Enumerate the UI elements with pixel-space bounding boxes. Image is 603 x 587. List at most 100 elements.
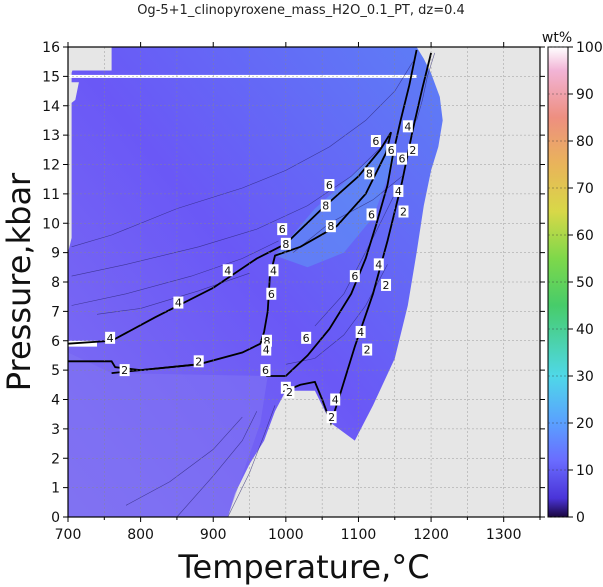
contour-label: 6 xyxy=(266,287,277,301)
contour-label-box xyxy=(364,167,375,180)
contour-label-text: 2 xyxy=(121,364,128,377)
x-tick-label: 1100 xyxy=(341,527,377,543)
y-tick-label: 9 xyxy=(51,246,60,262)
y-tick-label: 6 xyxy=(51,334,60,350)
thin-contour-8 xyxy=(314,193,396,327)
contour-label: 4 xyxy=(173,296,184,310)
contour-label-box xyxy=(330,393,341,406)
contour-label: 4 xyxy=(355,325,366,339)
contour-label: 2 xyxy=(398,205,409,219)
contour-label-box xyxy=(320,199,331,212)
x-tick-label: 1000 xyxy=(268,527,304,543)
contour-label-text: 8 xyxy=(263,335,270,348)
y-tick-label: 15 xyxy=(42,69,60,85)
contour-label: 8 xyxy=(280,237,291,251)
contour-label-text: 2 xyxy=(364,344,371,357)
contour-label: 2 xyxy=(362,343,373,357)
contour-label-text: 2 xyxy=(195,355,202,368)
contour-label-box xyxy=(324,179,335,192)
contour-label: 2 xyxy=(284,386,295,399)
contour-label-text: 2 xyxy=(286,386,293,399)
contour-label-text: 6 xyxy=(268,288,275,301)
colorbar-tick-label: 100 xyxy=(576,40,603,56)
contour-label-box xyxy=(325,220,336,233)
colorbar-tick-label: 30 xyxy=(576,369,594,385)
thick-contour-2 xyxy=(266,49,418,377)
contour-label-box xyxy=(105,331,116,344)
chart-title: Og-5+1_clinopyroxene_mass_H2O_0.1_PT, dz… xyxy=(137,3,465,18)
contour-label-box xyxy=(381,278,392,291)
y-tick-label: 16 xyxy=(42,40,60,56)
contour-label-box xyxy=(280,237,291,250)
y-tick-label: 14 xyxy=(42,99,60,115)
contour-label-text: 6 xyxy=(303,332,310,345)
colorbar-unit-label: wt% xyxy=(542,30,572,46)
contour-label-text: 4 xyxy=(107,332,114,345)
thick-contour-0 xyxy=(68,131,392,345)
contour-label: 4 xyxy=(261,343,272,357)
contour-label-box xyxy=(393,184,404,197)
contour-label-box xyxy=(370,135,381,147)
thin-contour-0 xyxy=(71,61,414,248)
contour-label-text: 4 xyxy=(357,326,364,339)
contour-label: 2 xyxy=(381,278,392,292)
contour-label-text: 4 xyxy=(395,185,402,198)
contour-label: 6 xyxy=(397,152,408,166)
contour-label: 4 xyxy=(330,393,341,407)
contour-label-box xyxy=(407,143,418,156)
x-axis-label: Temperature,°C xyxy=(177,548,429,586)
colorbar-tick-label: 70 xyxy=(576,181,594,197)
contour-label: 4 xyxy=(268,264,279,277)
contour-label-box xyxy=(366,208,377,221)
contour-label-text: 6 xyxy=(326,179,333,192)
x-tick-label: 700 xyxy=(55,527,82,543)
contour-label-box xyxy=(193,355,204,368)
y-tick-label: 12 xyxy=(42,158,60,174)
thin-contour-5 xyxy=(176,411,258,517)
contour-label-text: 6 xyxy=(399,153,406,166)
colorbar-tick-label: 50 xyxy=(576,275,594,291)
y-tick-label: 13 xyxy=(42,128,60,144)
contour-label-box xyxy=(349,270,360,283)
y-tick-label: 4 xyxy=(51,393,60,409)
contour-label: 8 xyxy=(325,220,336,233)
contour-label: 6 xyxy=(277,223,288,236)
thin-contour-1 xyxy=(71,140,388,277)
contour-label: 6 xyxy=(324,179,335,192)
contour-label-box xyxy=(260,364,271,377)
contour-label-box xyxy=(173,296,184,309)
contour-label: 2 xyxy=(407,143,418,157)
colorbar-tick-label: 60 xyxy=(576,228,594,244)
contour-label-text: 8 xyxy=(282,238,289,251)
thick-contour-4 xyxy=(68,360,199,372)
contour-label-box xyxy=(284,386,295,399)
colorbar-tick-label: 10 xyxy=(576,463,594,479)
y-tick-label: 8 xyxy=(51,275,60,291)
contour-label-text: 6 xyxy=(279,223,286,236)
contour-label: 6 xyxy=(386,143,397,157)
contour-label-text: 4 xyxy=(270,264,277,277)
contour-label-box xyxy=(355,325,366,338)
y-tick-label: 2 xyxy=(51,451,60,467)
contour-label-text: 4 xyxy=(375,258,382,271)
contour-label-text: 6 xyxy=(372,135,379,148)
contour-label-box xyxy=(386,143,397,156)
contour-label: 6 xyxy=(260,364,271,377)
y-tick-label: 3 xyxy=(51,422,60,438)
contour-label: 2 xyxy=(193,355,204,368)
contour-label-box xyxy=(397,152,408,165)
contour-label-box xyxy=(268,264,279,277)
contour-label: 8 xyxy=(261,334,272,348)
y-axis-label: Pressure,kbar xyxy=(0,172,38,391)
thin-contour-6 xyxy=(125,416,243,506)
contour-label-box xyxy=(222,264,233,277)
contour-label-box xyxy=(261,343,272,356)
contour-label-text: 8 xyxy=(327,220,334,233)
colorbar-tick-label: 0 xyxy=(576,510,585,526)
contour-label-box xyxy=(326,411,337,424)
no-data-notch-top xyxy=(68,47,112,83)
contour-label-text: 4 xyxy=(224,264,231,277)
contour-label-box xyxy=(362,343,373,356)
contour-label-text: 8 xyxy=(366,167,373,180)
y-tick-label: 5 xyxy=(51,363,60,379)
